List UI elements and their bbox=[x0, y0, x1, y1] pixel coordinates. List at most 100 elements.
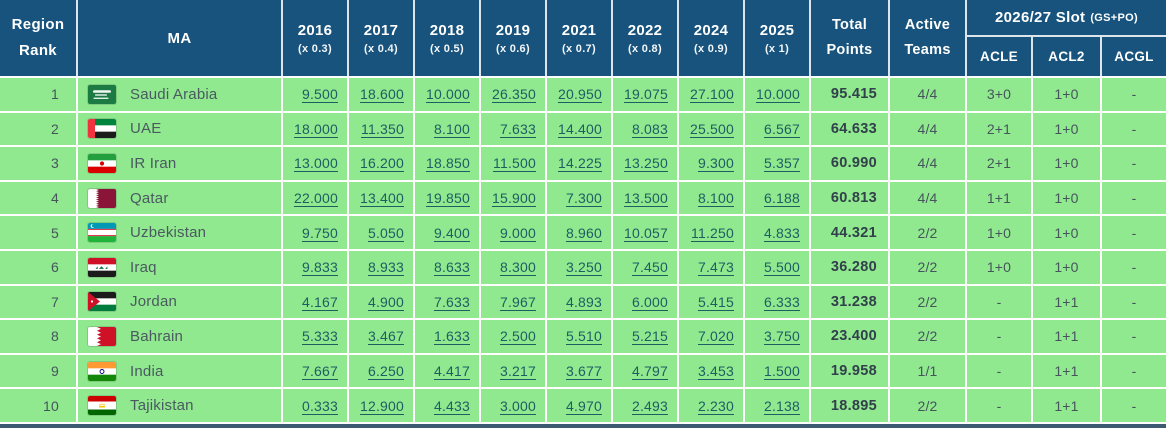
points-link[interactable]: 14.225 bbox=[557, 155, 602, 172]
points-link[interactable]: 5.357 bbox=[763, 155, 800, 172]
year-points-cell: 16.200 bbox=[349, 147, 415, 180]
points-link[interactable]: 8.100 bbox=[433, 120, 470, 137]
points-link[interactable]: 6.333 bbox=[763, 293, 800, 310]
points-link[interactable]: 12.900 bbox=[359, 397, 404, 414]
points-link[interactable]: 6.567 bbox=[763, 120, 800, 137]
acgl-slot-cell: - bbox=[1102, 250, 1166, 284]
points-link[interactable]: 6.188 bbox=[763, 190, 800, 207]
acl2-slot-cell: 1+0 bbox=[1033, 112, 1102, 146]
points-link[interactable]: 18.850 bbox=[425, 155, 470, 172]
points-link[interactable]: 2.138 bbox=[763, 397, 800, 414]
total-points-cell: 60.813 bbox=[811, 181, 890, 215]
year-points-cell: 18.850 bbox=[415, 147, 481, 180]
points-link[interactable]: 16.200 bbox=[359, 155, 404, 172]
year-points-cell: 9.400 bbox=[415, 216, 481, 249]
year-points-cell: 7.633 bbox=[481, 112, 547, 146]
points-link[interactable]: 3.677 bbox=[565, 363, 602, 380]
points-link[interactable]: 15.900 bbox=[491, 190, 536, 207]
points-link[interactable]: 3.250 bbox=[565, 259, 602, 276]
points-link[interactable]: 5.510 bbox=[565, 328, 602, 345]
points-link[interactable]: 22.000 bbox=[293, 190, 338, 207]
points-link[interactable]: 6.000 bbox=[631, 293, 668, 310]
points-link[interactable]: 7.633 bbox=[499, 120, 536, 137]
points-link[interactable]: 3.453 bbox=[697, 363, 734, 380]
points-link[interactable]: 7.020 bbox=[697, 328, 734, 345]
points-link[interactable]: 20.950 bbox=[557, 86, 602, 103]
points-link[interactable]: 9.000 bbox=[499, 224, 536, 241]
points-link[interactable]: 8.633 bbox=[433, 259, 470, 276]
points-link[interactable]: 3.467 bbox=[367, 328, 404, 345]
points-link[interactable]: 18.600 bbox=[359, 86, 404, 103]
year-points-cell: 5.215 bbox=[613, 320, 679, 353]
points-link[interactable]: 7.473 bbox=[697, 259, 734, 276]
points-link[interactable]: 5.215 bbox=[631, 328, 668, 345]
points-link[interactable]: 13.400 bbox=[359, 190, 404, 207]
year-points-cell: 13.000 bbox=[283, 147, 349, 180]
points-link[interactable]: 9.833 bbox=[301, 259, 338, 276]
points-link[interactable]: 4.893 bbox=[565, 293, 602, 310]
points-link[interactable]: 0.333 bbox=[301, 397, 338, 414]
points-link[interactable]: 19.850 bbox=[425, 190, 470, 207]
points-link[interactable]: 13.250 bbox=[623, 155, 668, 172]
points-link[interactable]: 4.417 bbox=[433, 363, 470, 380]
points-link[interactable]: 10.000 bbox=[425, 86, 470, 103]
points-link[interactable]: 13.500 bbox=[623, 190, 668, 207]
points-link[interactable]: 9.750 bbox=[301, 224, 338, 241]
year-points-cell: 3.453 bbox=[679, 354, 745, 388]
points-link[interactable]: 8.083 bbox=[631, 120, 668, 137]
points-link[interactable]: 9.500 bbox=[301, 86, 338, 103]
points-link[interactable]: 7.300 bbox=[565, 190, 602, 207]
points-link[interactable]: 10.057 bbox=[623, 224, 668, 241]
points-link[interactable]: 5.050 bbox=[367, 224, 404, 241]
points-link[interactable]: 7.967 bbox=[499, 293, 536, 310]
points-link[interactable]: 4.833 bbox=[763, 224, 800, 241]
year-points-cell: 8.960 bbox=[547, 216, 613, 249]
points-link[interactable]: 5.500 bbox=[763, 259, 800, 276]
points-link[interactable]: 8.960 bbox=[565, 224, 602, 241]
points-link[interactable]: 2.230 bbox=[697, 397, 734, 414]
points-link[interactable]: 2.493 bbox=[631, 397, 668, 414]
ma-name: Tajikistan bbox=[130, 397, 194, 415]
points-link[interactable]: 4.900 bbox=[367, 293, 404, 310]
points-link[interactable]: 11.350 bbox=[361, 120, 404, 137]
year-points-cell: 7.633 bbox=[415, 285, 481, 319]
points-link[interactable]: 8.100 bbox=[697, 190, 734, 207]
points-link[interactable]: 1.633 bbox=[433, 328, 470, 345]
points-link[interactable]: 5.415 bbox=[697, 293, 734, 310]
points-link[interactable]: 7.633 bbox=[433, 293, 470, 310]
points-link[interactable]: 13.000 bbox=[293, 155, 338, 172]
ma-cell: Iraq bbox=[78, 250, 283, 284]
points-link[interactable]: 7.450 bbox=[631, 259, 668, 276]
points-link[interactable]: 14.400 bbox=[557, 120, 602, 137]
points-link[interactable]: 4.167 bbox=[301, 293, 338, 310]
points-link[interactable]: 4.797 bbox=[631, 363, 668, 380]
acl2-slot-cell: 1+1 bbox=[1033, 320, 1102, 353]
points-link[interactable]: 27.100 bbox=[689, 86, 734, 103]
points-link[interactable]: 10.000 bbox=[755, 86, 800, 103]
points-link[interactable]: 6.250 bbox=[367, 363, 404, 380]
points-link[interactable]: 11.500 bbox=[493, 155, 536, 172]
points-link[interactable]: 25.500 bbox=[689, 120, 734, 137]
points-link[interactable]: 3.750 bbox=[763, 328, 800, 345]
points-link[interactable]: 4.970 bbox=[565, 397, 602, 414]
acle-slot-cell: - bbox=[967, 389, 1033, 422]
points-link[interactable]: 8.933 bbox=[367, 259, 404, 276]
year-multiplier: (x 0.5) bbox=[430, 42, 464, 55]
points-link[interactable]: 3.217 bbox=[499, 363, 536, 380]
points-link[interactable]: 19.075 bbox=[623, 86, 668, 103]
points-link[interactable]: 5.333 bbox=[301, 328, 338, 345]
points-link[interactable]: 1.500 bbox=[763, 363, 800, 380]
points-link[interactable]: 26.350 bbox=[491, 86, 536, 103]
points-link[interactable]: 4.433 bbox=[433, 397, 470, 414]
points-link[interactable]: 9.400 bbox=[433, 224, 470, 241]
points-link[interactable]: 3.000 bbox=[499, 397, 536, 414]
year-points-cell: 9.000 bbox=[481, 216, 547, 249]
points-link[interactable]: 8.300 bbox=[499, 259, 536, 276]
points-link[interactable]: 7.667 bbox=[301, 363, 338, 380]
points-link[interactable]: 2.500 bbox=[499, 328, 536, 345]
points-link[interactable]: 11.250 bbox=[691, 224, 734, 241]
year-points-cell: 9.833 bbox=[283, 250, 349, 284]
points-link[interactable]: 18.000 bbox=[293, 120, 338, 137]
points-link[interactable]: 9.300 bbox=[697, 155, 734, 172]
ma-name: Bahrain bbox=[130, 327, 184, 345]
